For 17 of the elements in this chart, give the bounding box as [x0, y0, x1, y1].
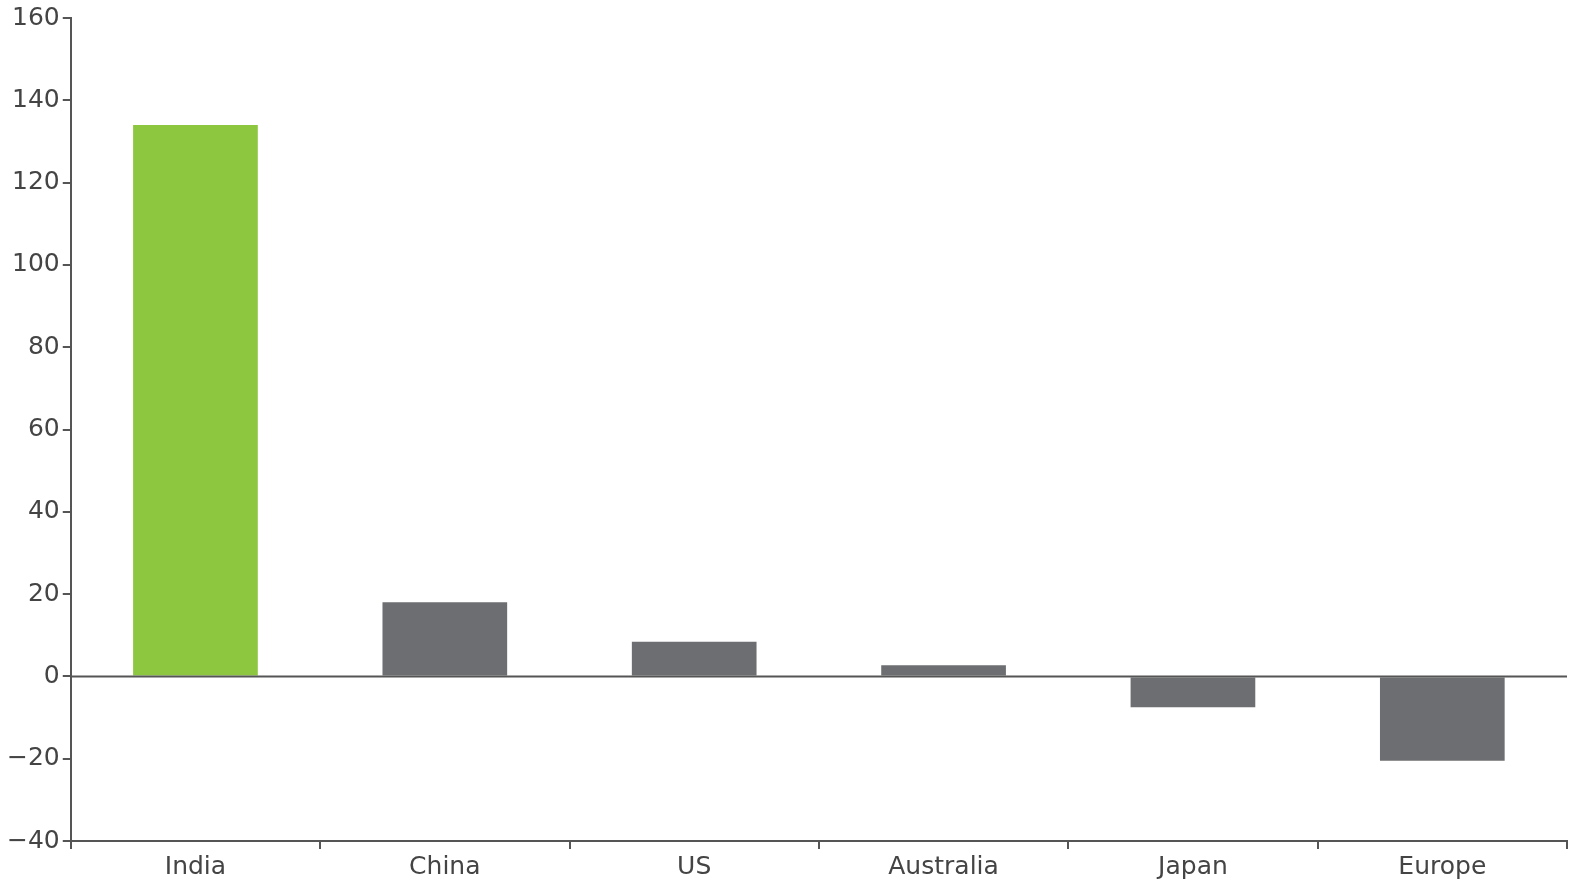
x-tick-label: Europe [1398, 850, 1487, 880]
y-tick-label: 0 [43, 659, 60, 689]
y-tick-label: 140 [12, 83, 60, 113]
x-tick-label: Australia [888, 850, 999, 880]
y-tick-label: 80 [27, 330, 60, 360]
y-tick-label: 100 [12, 248, 60, 278]
y-tick-label: 120 [12, 166, 60, 196]
x-tick-label: US [677, 850, 712, 880]
y-tick-label: 40 [27, 495, 60, 525]
x-tick-label: India [164, 850, 227, 880]
y-tick-label: 60 [27, 413, 60, 442]
y-tick-label: 160 [12, 1, 60, 31]
y-tick-label: −20 [6, 742, 60, 772]
x-tick-label: Japan [1156, 850, 1228, 880]
x-tick-label: China [409, 850, 481, 880]
y-tick-label: 20 [27, 577, 60, 607]
y-tick-label: −40 [6, 824, 60, 854]
